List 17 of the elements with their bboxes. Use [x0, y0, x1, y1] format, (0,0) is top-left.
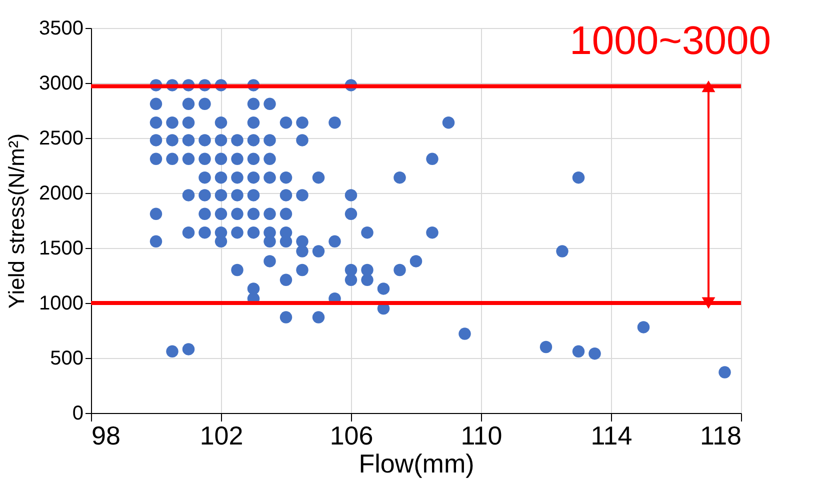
y-tick-label: 2000 [39, 182, 84, 204]
y-tick-label: 1000 [39, 292, 84, 314]
x-tick-label: 106 [330, 420, 374, 450]
y-tick-label: 3500 [39, 18, 84, 40]
y-tick-label: 3000 [39, 72, 84, 94]
annotation: 1000~3000 [570, 19, 771, 63]
y-tick-label: 2500 [39, 128, 84, 150]
x-tick-label: 98 [92, 420, 120, 450]
x-tick-label: 118 [700, 420, 742, 450]
x-tick-label: 110 [460, 420, 502, 450]
x-axis-title: Flow(mm) [358, 448, 474, 478]
y-tick-label: 500 [50, 348, 84, 370]
x-tick-label: 114 [590, 420, 632, 450]
y-tick-label: 0 [72, 402, 84, 424]
y-axis-title: Yield stress(N/m²) [4, 133, 30, 309]
y-tick-label: 1500 [39, 238, 84, 260]
x-tick-label: 102 [200, 420, 244, 450]
